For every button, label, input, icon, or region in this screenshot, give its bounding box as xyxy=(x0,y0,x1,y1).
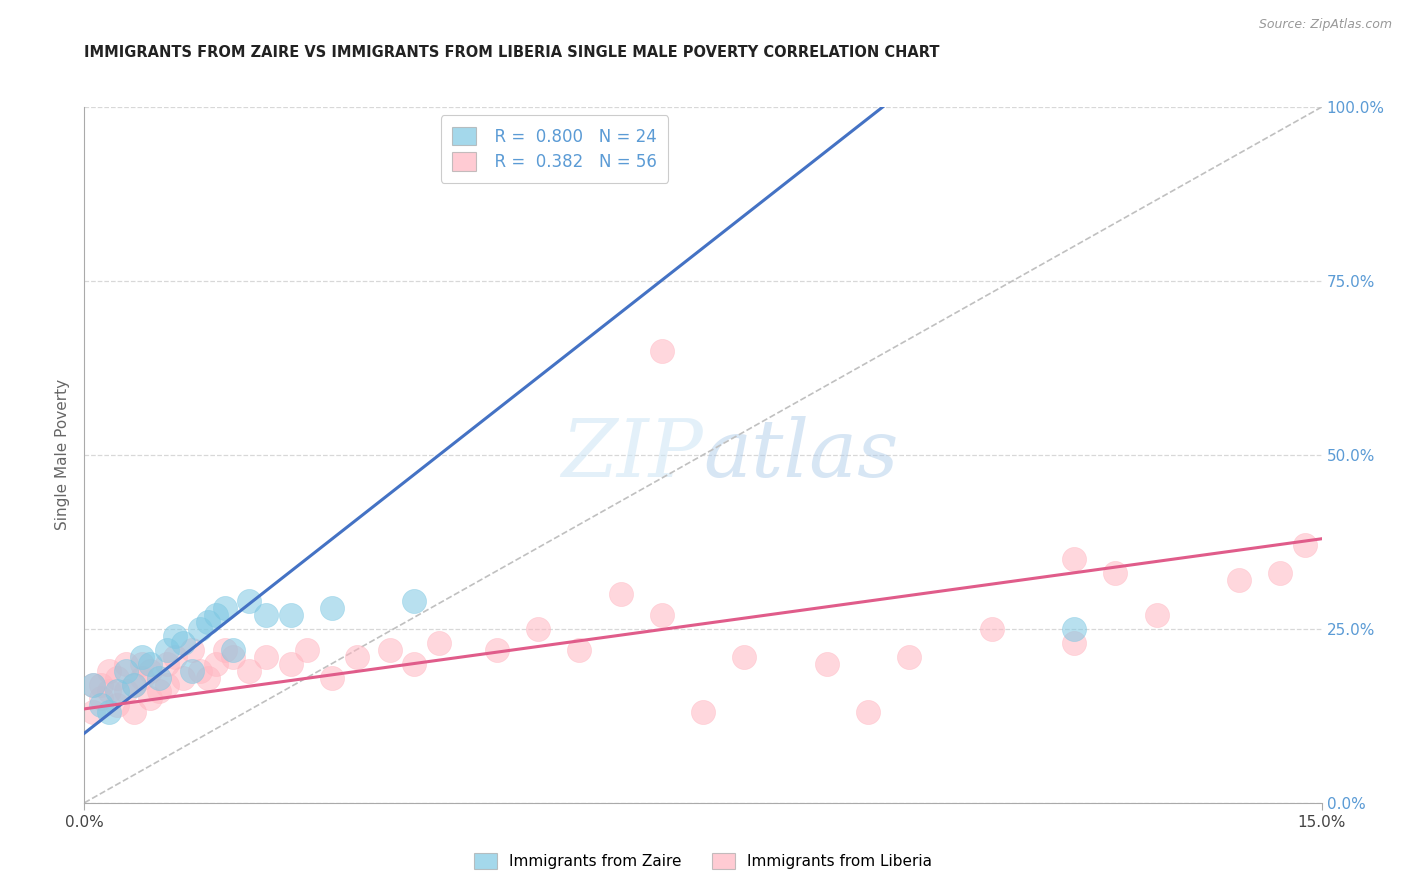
Point xyxy=(1227,573,1250,587)
Point xyxy=(105,671,128,685)
Point xyxy=(527,622,550,636)
Point xyxy=(651,607,673,622)
Point xyxy=(172,636,194,650)
Point xyxy=(222,642,245,657)
Point xyxy=(254,607,277,622)
Point xyxy=(1063,552,1085,566)
Point xyxy=(346,649,368,664)
Point xyxy=(214,601,236,615)
Point xyxy=(156,677,179,691)
Point xyxy=(98,706,121,720)
Point xyxy=(82,677,104,691)
Point xyxy=(180,642,202,657)
Point xyxy=(692,706,714,720)
Point xyxy=(222,649,245,664)
Point xyxy=(1294,538,1316,552)
Point xyxy=(122,706,145,720)
Point xyxy=(90,698,112,713)
Point xyxy=(280,657,302,671)
Point xyxy=(404,657,426,671)
Point xyxy=(188,622,211,636)
Legend:   R =  0.800   N = 24,   R =  0.382   N = 56: R = 0.800 N = 24, R = 0.382 N = 56 xyxy=(440,115,668,183)
Point xyxy=(856,706,879,720)
Point xyxy=(321,601,343,615)
Point xyxy=(609,587,631,601)
Point xyxy=(1270,566,1292,581)
Point xyxy=(114,657,136,671)
Point xyxy=(485,642,508,657)
Point xyxy=(980,622,1002,636)
Point xyxy=(82,677,104,691)
Point xyxy=(172,671,194,685)
Point xyxy=(131,671,153,685)
Point xyxy=(238,594,260,608)
Y-axis label: Single Male Poverty: Single Male Poverty xyxy=(55,379,70,531)
Point xyxy=(139,664,162,678)
Text: Source: ZipAtlas.com: Source: ZipAtlas.com xyxy=(1258,18,1392,31)
Point xyxy=(1146,607,1168,622)
Point xyxy=(214,642,236,657)
Point xyxy=(651,343,673,358)
Point xyxy=(98,664,121,678)
Point xyxy=(82,706,104,720)
Point xyxy=(122,677,145,691)
Point xyxy=(131,657,153,671)
Point xyxy=(568,642,591,657)
Point xyxy=(205,657,228,671)
Point xyxy=(427,636,450,650)
Point xyxy=(165,629,187,643)
Point xyxy=(205,607,228,622)
Point xyxy=(321,671,343,685)
Text: IMMIGRANTS FROM ZAIRE VS IMMIGRANTS FROM LIBERIA SINGLE MALE POVERTY CORRELATION: IMMIGRANTS FROM ZAIRE VS IMMIGRANTS FROM… xyxy=(84,45,939,60)
Point xyxy=(1063,636,1085,650)
Point xyxy=(156,657,179,671)
Point xyxy=(114,664,136,678)
Point xyxy=(898,649,921,664)
Point xyxy=(148,684,170,698)
Point xyxy=(98,684,121,698)
Point xyxy=(280,607,302,622)
Point xyxy=(295,642,318,657)
Point xyxy=(131,649,153,664)
Point xyxy=(404,594,426,608)
Point xyxy=(1063,622,1085,636)
Point xyxy=(197,671,219,685)
Point xyxy=(90,691,112,706)
Point xyxy=(165,649,187,664)
Point xyxy=(90,677,112,691)
Point xyxy=(815,657,838,671)
Point xyxy=(156,642,179,657)
Point xyxy=(733,649,755,664)
Point xyxy=(238,664,260,678)
Point xyxy=(197,615,219,629)
Point xyxy=(188,664,211,678)
Point xyxy=(122,677,145,691)
Point xyxy=(105,698,128,713)
Point xyxy=(139,691,162,706)
Text: ZIP: ZIP xyxy=(561,417,703,493)
Point xyxy=(105,684,128,698)
Point xyxy=(1104,566,1126,581)
Point xyxy=(254,649,277,664)
Point xyxy=(378,642,401,657)
Legend: Immigrants from Zaire, Immigrants from Liberia: Immigrants from Zaire, Immigrants from L… xyxy=(468,847,938,875)
Text: atlas: atlas xyxy=(703,417,898,493)
Point xyxy=(139,657,162,671)
Point xyxy=(180,664,202,678)
Point xyxy=(148,671,170,685)
Point xyxy=(114,684,136,698)
